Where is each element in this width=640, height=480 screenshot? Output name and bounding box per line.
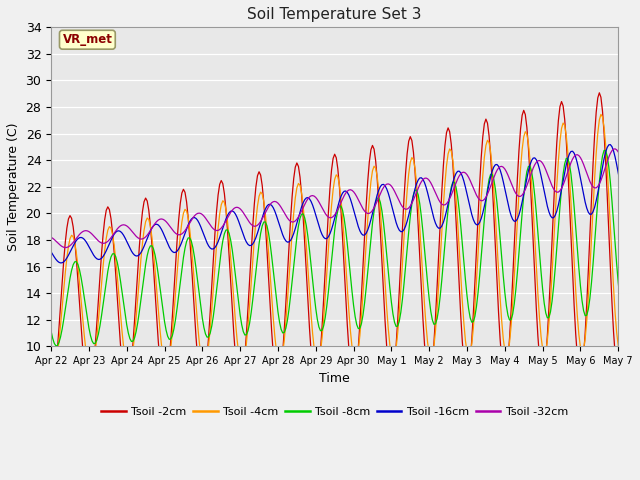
Tsoil -8cm [479,235,486,241]
Tsoil -32cm [479,198,486,204]
Y-axis label: Soil Temperature (C): Soil Temperature (C) [7,122,20,251]
Tsoil -16cm [57,260,65,266]
Tsoil -8cm [47,328,55,334]
Tsoil -2cm [567,234,575,240]
Line: Tsoil -16cm: Tsoil -16cm [51,138,640,263]
Tsoil -4cm [569,229,577,235]
Tsoil -4cm [479,173,486,179]
Tsoil -2cm [86,385,94,391]
Tsoil -32cm [69,240,77,245]
Tsoil -2cm [477,155,485,161]
Title: Soil Temperature Set 3: Soil Temperature Set 3 [248,7,422,22]
Tsoil -16cm [47,249,55,255]
Tsoil -2cm [358,292,365,298]
X-axis label: Time: Time [319,372,350,384]
Tsoil -16cm [569,148,577,154]
Tsoil -4cm [69,234,77,240]
Legend: Tsoil -2cm, Tsoil -4cm, Tsoil -8cm, Tsoil -16cm, Tsoil -32cm: Tsoil -2cm, Tsoil -4cm, Tsoil -8cm, Tsoi… [97,403,573,422]
Tsoil -32cm [47,234,55,240]
Tsoil -8cm [569,186,577,192]
Line: Tsoil -2cm: Tsoil -2cm [51,84,640,393]
Tsoil -2cm [634,81,640,87]
Tsoil -2cm [68,216,76,221]
Tsoil -4cm [47,367,55,373]
Line: Tsoil -4cm: Tsoil -4cm [51,106,640,373]
Line: Tsoil -32cm: Tsoil -32cm [51,143,640,248]
Tsoil -32cm [88,231,96,237]
Tsoil -32cm [61,245,69,251]
Tsoil -32cm [569,156,577,162]
Tsoil -32cm [359,206,367,212]
Tsoil -8cm [638,140,640,145]
Tsoil -4cm [635,103,640,108]
Tsoil -8cm [359,312,367,318]
Text: VR_met: VR_met [63,33,112,46]
Tsoil -16cm [88,250,96,255]
Tsoil -4cm [88,367,96,372]
Tsoil -4cm [49,370,56,376]
Tsoil -4cm [359,290,367,296]
Line: Tsoil -8cm: Tsoil -8cm [51,143,640,346]
Tsoil -16cm [69,243,77,249]
Tsoil -2cm [47,390,55,396]
Tsoil -8cm [69,262,77,268]
Tsoil -8cm [52,343,60,348]
Tsoil -16cm [479,210,486,216]
Tsoil -16cm [359,232,367,238]
Tsoil -8cm [88,338,96,344]
